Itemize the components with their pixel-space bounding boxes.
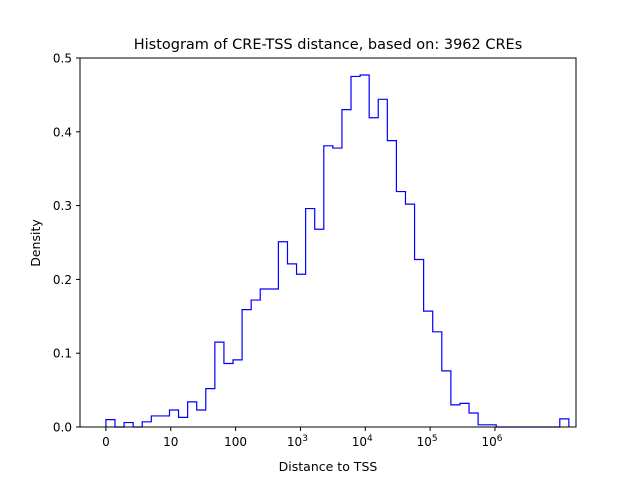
x-axis-label: Distance to TSS <box>279 459 378 474</box>
plot-frame <box>79 57 577 428</box>
x-tick-label-exponent: 4 <box>367 434 373 444</box>
histogram-outline <box>105 74 570 428</box>
x-tick-label: 100 <box>224 435 247 449</box>
x-tick-label-exponent: 5 <box>432 434 438 444</box>
x-tick-label: 104 <box>352 434 373 449</box>
x-tick-label: 10 <box>163 435 178 449</box>
y-tick-label: 0.4 <box>53 125 72 139</box>
y-tick-label: 0.1 <box>53 347 72 361</box>
y-tick-label: 0.5 <box>53 52 72 66</box>
x-tick-label: 106 <box>481 434 502 449</box>
x-tick-label-base: 10 <box>163 435 178 449</box>
x-tick-label-exponent: 6 <box>497 434 503 444</box>
x-tick-label: 0 <box>102 435 110 449</box>
y-tick-label: 0.3 <box>53 199 72 213</box>
y-tick-label: 0.2 <box>53 273 72 287</box>
x-tick-label-base: 10 <box>417 435 432 449</box>
y-axis-label: Density <box>28 219 43 267</box>
y-axis-ticks: 0.0 0.1 0.2 0.3 0.4 0.5 <box>53 52 80 435</box>
y-tick-label: 0.0 <box>53 421 72 435</box>
x-tick-label: 103 <box>287 434 308 449</box>
x-tick-label-base: 100 <box>224 435 247 449</box>
x-tick-label-exponent: 3 <box>302 434 308 444</box>
x-tick-label-base: 10 <box>352 435 367 449</box>
x-tick-label: 105 <box>417 434 438 449</box>
x-axis-ticks: 0 10 100 103 104 105 106 <box>102 427 503 449</box>
chart-title: Histogram of CRE-TSS distance, based on:… <box>134 37 523 53</box>
x-tick-label-base: 0 <box>102 435 110 449</box>
x-tick-label-base: 10 <box>481 435 496 449</box>
x-tick-label-base: 10 <box>287 435 302 449</box>
